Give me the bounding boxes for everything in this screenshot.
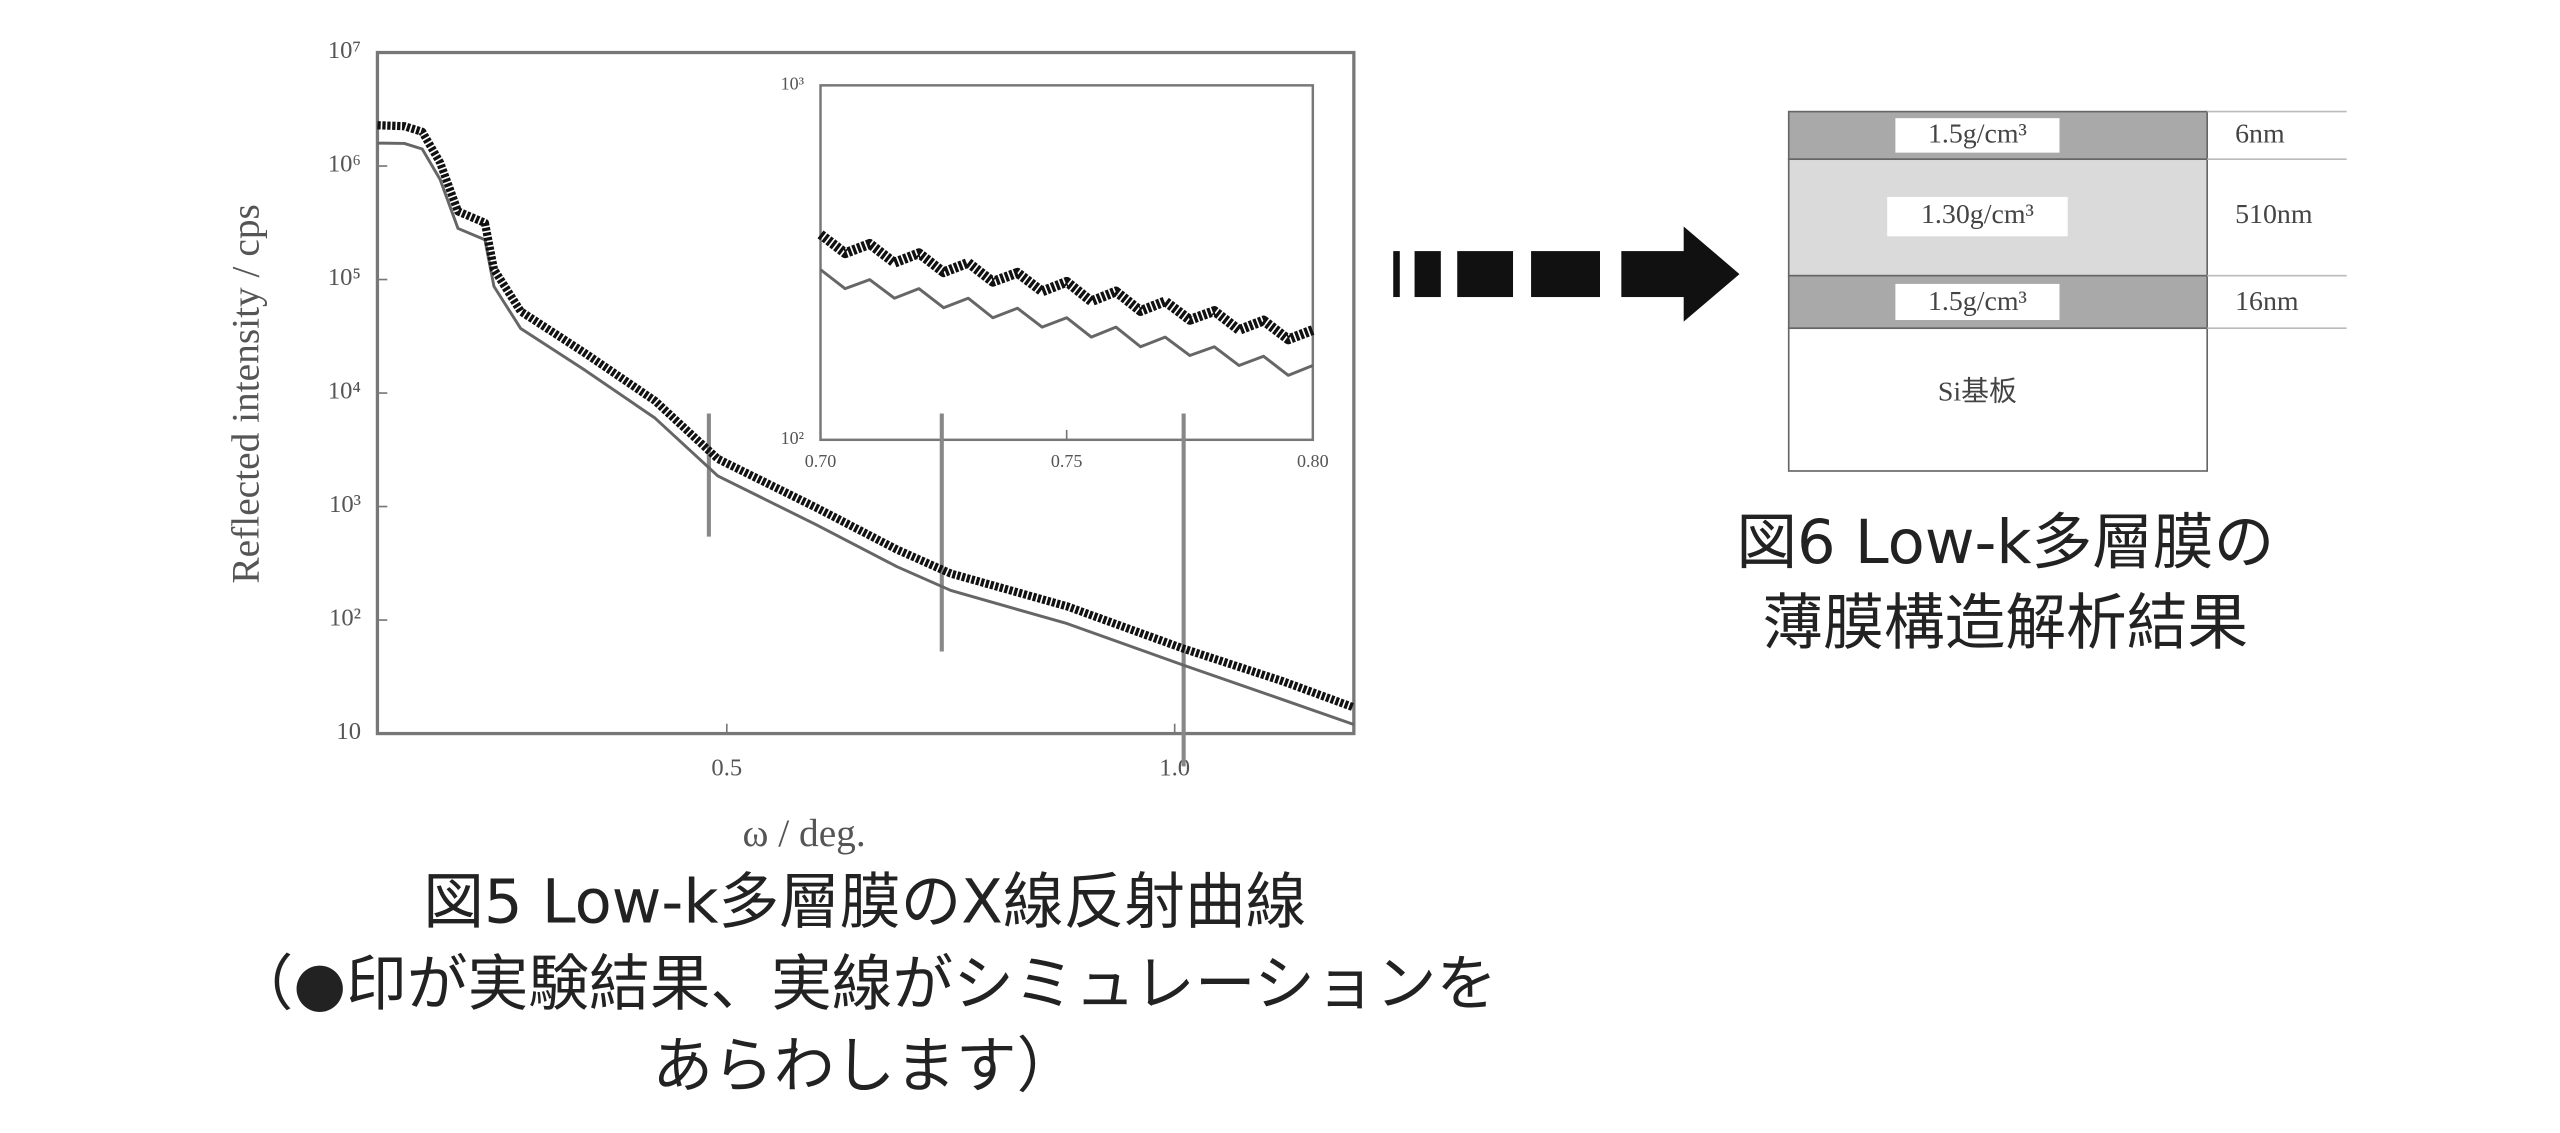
- x-tick-label: 0.75: [1051, 451, 1083, 471]
- y-tick-label: 10⁷: [328, 37, 361, 64]
- thickness-label: 16nm: [2235, 286, 2299, 317]
- caption: あらわします）: [652, 1032, 1077, 1102]
- y-axis-label: Reflected intensity / cps: [223, 204, 267, 583]
- data-line: [377, 141, 1355, 726]
- arrow-dash: [1457, 251, 1514, 298]
- arrow-head: [1683, 226, 1740, 322]
- plot-frame: [375, 50, 1356, 736]
- thickness-label: 6nm: [2235, 119, 2285, 150]
- layer-label: 1.5g/cm³: [1928, 286, 2027, 317]
- x-tick-label: 0.70: [805, 451, 837, 471]
- layer-diagram: 1.5g/cm³ 1.30g/cm³ 1.5g/cm³ Si基板 6nm 510…: [1787, 110, 2347, 472]
- y-tick-label: 10²: [329, 605, 361, 632]
- x-tick-label: 0.80: [1297, 451, 1329, 471]
- thickness-label: 510nm: [2235, 199, 2313, 230]
- y-tick-label: 10²: [781, 428, 804, 448]
- arrow-dash: [1531, 251, 1600, 298]
- arrow: [1393, 226, 1740, 322]
- y-tick-label: 10⁵: [328, 264, 361, 291]
- arrow-dash: [1393, 251, 1400, 298]
- data-dots: [817, 230, 1315, 345]
- label-box: [1887, 196, 2068, 237]
- data-line: [819, 268, 1314, 377]
- data-dots: [377, 121, 1356, 712]
- layer-label: 1.5g/cm³: [1928, 119, 2027, 150]
- y-tick-label: 10⁴: [328, 378, 361, 405]
- layer-label: 1.30g/cm³: [1921, 199, 2034, 230]
- label-box: [1895, 283, 2060, 321]
- inset-frame: [819, 84, 1315, 442]
- caption: 薄膜構造解析結果: [1763, 588, 2249, 658]
- y-tick-label: 10³: [329, 491, 361, 518]
- x-axis-label: ω / deg.: [742, 811, 865, 855]
- y-tick-label: 10⁶: [328, 151, 361, 178]
- caption: 図5 Low-k多層膜のX線反射曲線: [423, 867, 1306, 937]
- y-tick-label: 10³: [781, 73, 805, 93]
- arrow-dash: [1621, 251, 1687, 298]
- caption: 図6 Low-k多層膜の: [1736, 508, 2274, 578]
- label-box: [1895, 118, 2060, 153]
- arrow-dash: [1414, 251, 1441, 298]
- caption: （●印が実験結果、実線がシミュレーションを: [233, 950, 1498, 1020]
- layer: [1787, 327, 2208, 472]
- y-tick-label: 10: [336, 718, 361, 745]
- layer-label: Si基板: [1938, 375, 2017, 407]
- x-tick-label: 0.5: [711, 754, 742, 781]
